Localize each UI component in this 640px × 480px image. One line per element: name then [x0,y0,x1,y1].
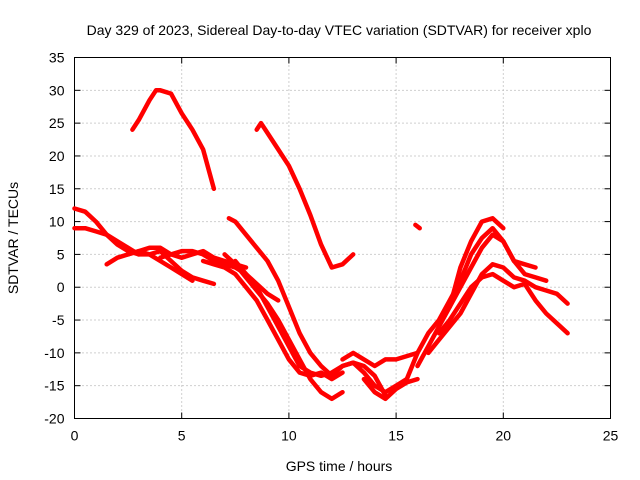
y-tick-label: 35 [49,50,65,66]
y-tick-label: -10 [44,345,64,361]
y-tick-label: 15 [49,181,65,197]
y-tick-label: 30 [49,82,65,98]
data-series-arc-4 [125,245,249,270]
data-series-arc-16 [415,232,549,369]
x-tick-label: 0 [71,428,79,444]
y-tick-label: 25 [49,115,65,131]
data-series-arc-19 [447,216,506,310]
x-tick-label: 15 [388,428,404,444]
y-tick-label: 10 [49,214,65,230]
y-tick-label: 20 [49,148,65,164]
x-axis-label: GPS time / hours [286,458,393,474]
chart-title: Day 329 of 2023, Sidereal Day-to-day VTE… [87,22,592,38]
data-series-arc-5 [130,88,217,192]
data-series-arc-14 [413,222,422,231]
axis-ticks: 0 5 10 15 20 25 -20 -15 -10 -5 0 5 10 15 20 25 30 35 [44,50,618,444]
y-axis-label: SDTVAR / TECUs [5,182,21,294]
x-tick-label: 10 [281,428,297,444]
y-tick-label: -20 [44,411,64,427]
data-series [72,88,570,402]
data-series-arc-12 [340,350,420,369]
grid [74,57,611,419]
y-tick-label: -15 [44,378,64,394]
y-tick-label: 0 [57,279,65,295]
x-tick-label: 25 [603,428,619,444]
data-series-arc-3 [104,248,195,283]
data-series-arc-11 [254,120,356,270]
data-series-arc-13 [361,376,420,402]
plot-frame [74,57,611,419]
data-series-arc-10 [233,258,410,395]
data-series-arc-18 [436,271,570,336]
y-tick-label: 5 [57,246,65,262]
data-series-arc-8 [226,216,388,398]
x-tick-label: 5 [178,428,186,444]
data-series-arc-17 [426,262,570,356]
data-series-arc-6 [158,248,281,303]
x-tick-label: 20 [496,428,512,444]
y-tick-label: -5 [52,312,65,328]
